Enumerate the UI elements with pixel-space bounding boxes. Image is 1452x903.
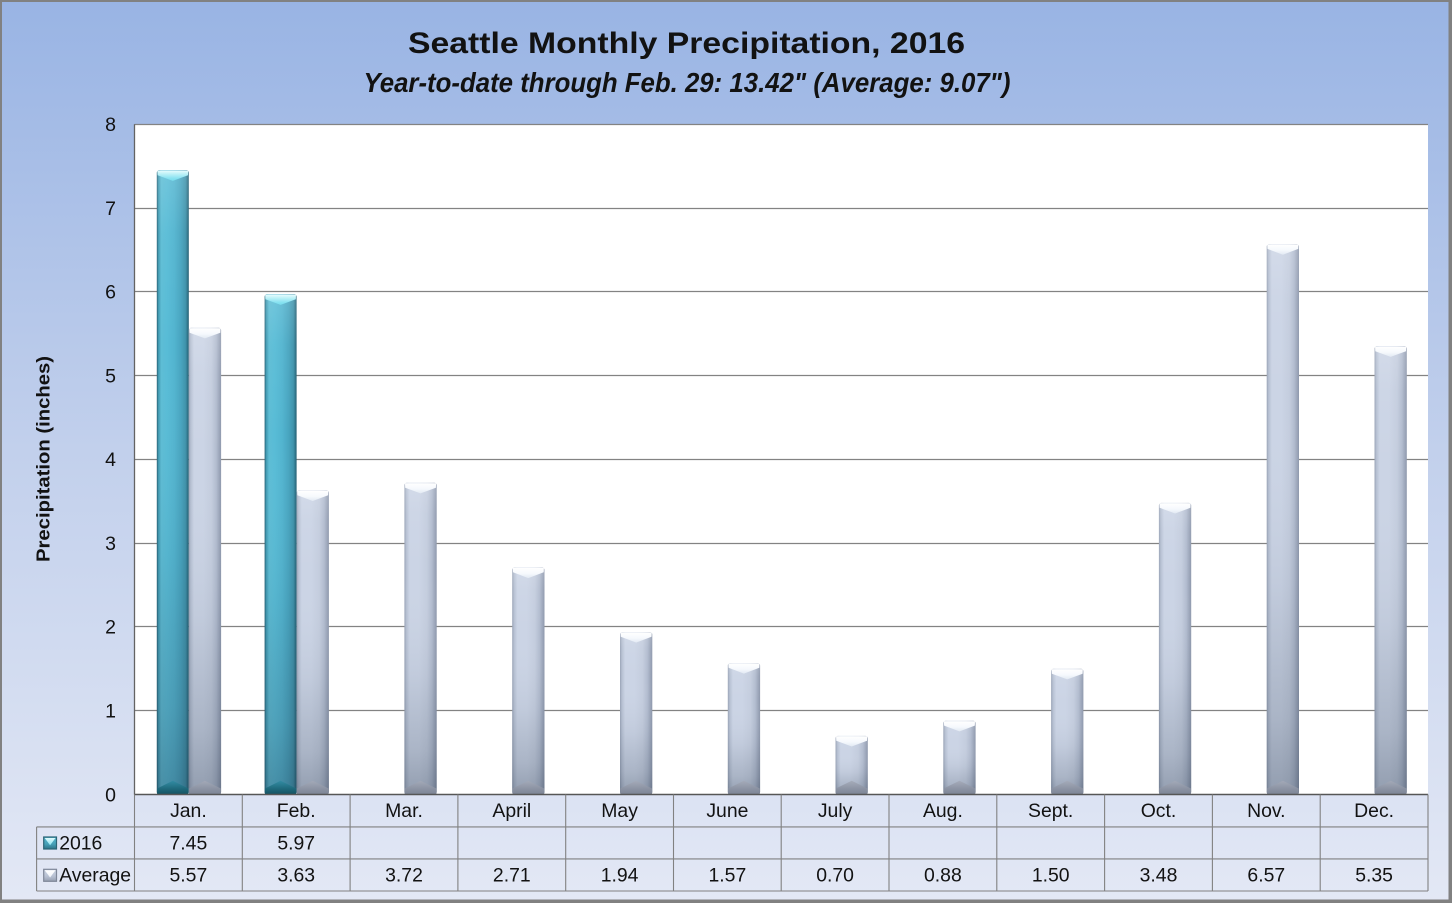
svg-text:1.94: 1.94 (601, 865, 639, 887)
svg-text:6: 6 (105, 282, 116, 304)
svg-text:June: June (706, 800, 748, 822)
svg-text:Year-to-date through Feb. 29:: Year-to-date through Feb. 29: 13.42" (Av… (364, 67, 1011, 98)
svg-text:5.97: 5.97 (277, 833, 315, 855)
svg-text:May: May (601, 800, 638, 822)
svg-text:April: April (492, 800, 531, 822)
svg-text:Average: Average (59, 865, 131, 887)
svg-text:7.45: 7.45 (170, 833, 208, 855)
svg-text:Precipitation (inches): Precipitation (inches) (32, 356, 53, 562)
svg-text:5.35: 5.35 (1355, 865, 1393, 887)
svg-text:Seattle Monthly Precipitation,: Seattle Monthly Precipitation, 2016 (408, 27, 965, 60)
svg-text:2016: 2016 (59, 833, 102, 855)
svg-text:6.57: 6.57 (1247, 865, 1285, 887)
svg-text:4: 4 (105, 449, 116, 471)
svg-text:Dec.: Dec. (1354, 800, 1394, 822)
svg-text:5.57: 5.57 (170, 865, 208, 887)
svg-text:3.72: 3.72 (385, 865, 423, 887)
svg-text:1.50: 1.50 (1032, 865, 1070, 887)
svg-text:0.88: 0.88 (924, 865, 962, 887)
svg-text:Nov.: Nov. (1247, 800, 1285, 822)
svg-text:Sept.: Sept. (1028, 800, 1073, 822)
svg-text:Oct.: Oct. (1141, 800, 1177, 822)
svg-text:7: 7 (105, 198, 116, 220)
svg-text:July: July (818, 800, 853, 822)
svg-text:0.70: 0.70 (816, 865, 854, 887)
svg-text:2: 2 (105, 617, 116, 639)
svg-text:8: 8 (105, 114, 116, 136)
svg-text:1: 1 (105, 701, 116, 723)
svg-text:1.57: 1.57 (709, 865, 747, 887)
svg-text:0: 0 (105, 784, 116, 806)
svg-text:Mar.: Mar. (385, 800, 423, 822)
svg-text:Aug.: Aug. (923, 800, 963, 822)
svg-text:Jan.: Jan. (170, 800, 207, 822)
svg-text:2.71: 2.71 (493, 865, 531, 887)
svg-text:5: 5 (105, 365, 116, 387)
svg-text:Feb.: Feb. (277, 800, 316, 822)
svg-text:3: 3 (105, 533, 116, 555)
svg-text:3.48: 3.48 (1140, 865, 1178, 887)
svg-text:3.63: 3.63 (277, 865, 315, 887)
